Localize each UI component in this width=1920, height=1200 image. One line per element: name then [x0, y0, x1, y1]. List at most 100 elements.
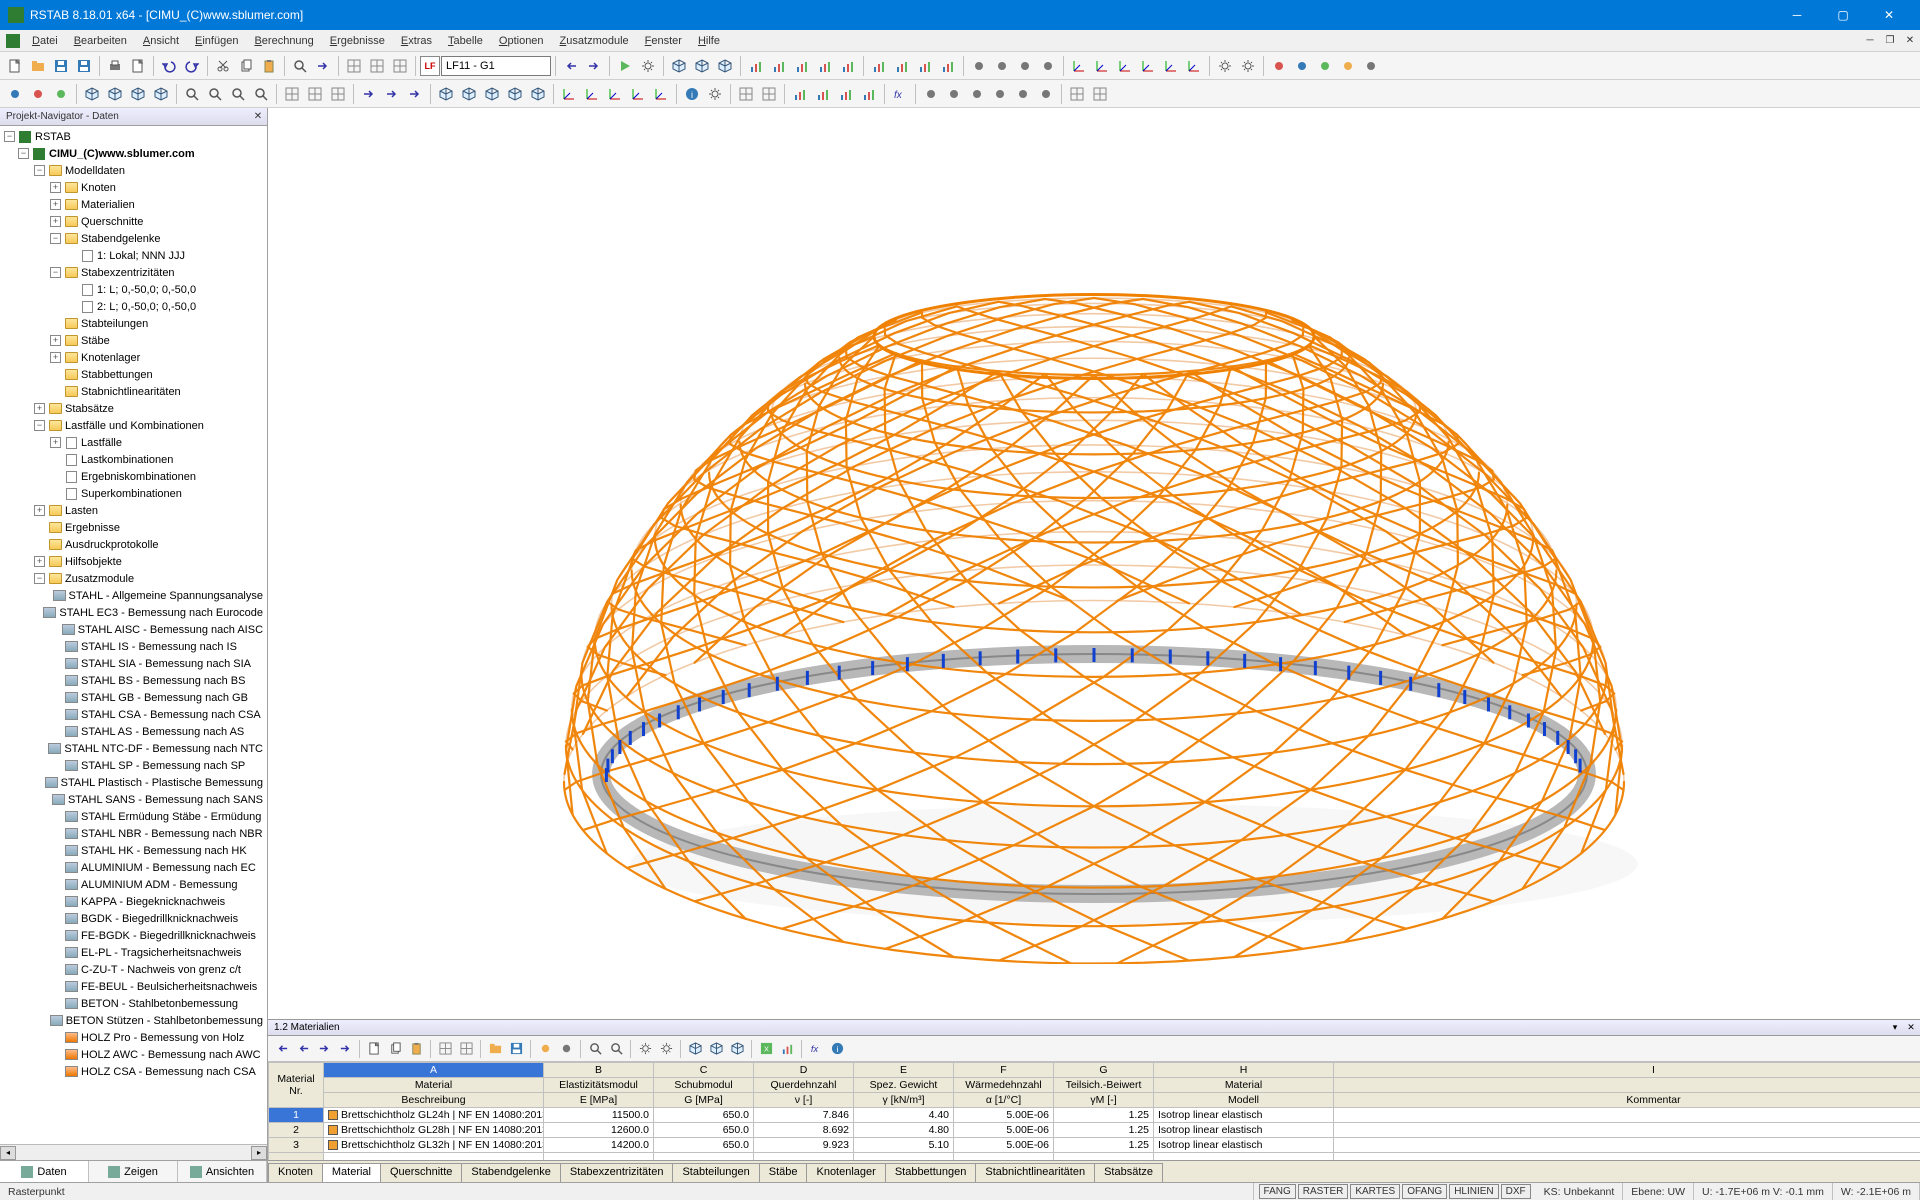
ucs-1-button[interactable]	[558, 83, 580, 105]
disp-3-button[interactable]	[835, 83, 857, 105]
tree-root[interactable]: − RSTAB	[0, 128, 267, 145]
diagram-2-button[interactable]	[891, 55, 913, 77]
menu-ansicht[interactable]: Ansicht	[135, 33, 187, 49]
tree-item[interactable]: ALUMINIUM - Bemessung nach EC	[0, 859, 267, 876]
menu-einfügen[interactable]: Einfügen	[187, 33, 246, 49]
sel-member-button[interactable]	[27, 83, 49, 105]
tree-item[interactable]: HOLZ Pro - Bemessung von Holz	[0, 1029, 267, 1046]
zoom-window-button[interactable]	[181, 83, 203, 105]
axis-3-button[interactable]	[1114, 55, 1136, 77]
table-view1-button[interactable]	[435, 1039, 455, 1059]
move-button[interactable]	[358, 83, 380, 105]
copy-button[interactable]	[235, 55, 257, 77]
tree-item[interactable]: +Stäbe	[0, 332, 267, 349]
status-toggle-kartes[interactable]: KARTES	[1350, 1184, 1400, 1199]
axis-5-button[interactable]	[1160, 55, 1182, 77]
insert-node-button[interactable]	[435, 83, 457, 105]
tree-project[interactable]: − CIMU_(C)www.sblumer.com	[0, 145, 267, 162]
results-4-button[interactable]	[814, 55, 836, 77]
table-tab-stabendgelenke[interactable]: Stabendgelenke	[461, 1163, 561, 1182]
menu-tabelle[interactable]: Tabelle	[440, 33, 491, 49]
tree-item[interactable]: STAHL AS - Bemessung nach AS	[0, 723, 267, 740]
guide-toggle-button[interactable]	[1089, 83, 1111, 105]
calc-params-button[interactable]	[637, 55, 659, 77]
tool-b-button[interactable]	[1291, 55, 1313, 77]
table-new-button[interactable]	[364, 1039, 384, 1059]
table-view2-button[interactable]	[456, 1039, 476, 1059]
insert-load-button[interactable]	[504, 83, 526, 105]
view-3d-button[interactable]	[691, 55, 713, 77]
table-copy-button[interactable]	[385, 1039, 405, 1059]
print-button[interactable]	[104, 55, 126, 77]
axis-4-button[interactable]	[1137, 55, 1159, 77]
prev-lc-button[interactable]	[560, 55, 582, 77]
table-tab-stabnichtlinearitäten[interactable]: Stabnichtlinearitäten	[975, 1163, 1095, 1182]
formula-button[interactable]: fx	[889, 83, 911, 105]
tree-item[interactable]: Stabnichtlinearitäten	[0, 383, 267, 400]
panel-dropdown-button[interactable]: ▾	[1888, 1020, 1902, 1034]
misc-2-button[interactable]	[943, 83, 965, 105]
nav-tab-zeigen[interactable]: Zeigen	[89, 1161, 178, 1182]
expand-toggle[interactable]: −	[34, 420, 45, 431]
table-next-button[interactable]	[314, 1039, 334, 1059]
expand-toggle[interactable]: +	[50, 216, 61, 227]
zoom-in-button[interactable]	[227, 83, 249, 105]
tool-d-button[interactable]	[1337, 55, 1359, 77]
menu-ergebnisse[interactable]: Ergebnisse	[322, 33, 393, 49]
table-row[interactable]: 2Brettschichtholz GL28h | NF EN 14080:20…	[269, 1123, 1920, 1138]
tool-a-button[interactable]	[1268, 55, 1290, 77]
table-last-button[interactable]	[335, 1039, 355, 1059]
redo-button[interactable]	[181, 55, 203, 77]
tree-item[interactable]: BETON Stützen - Stahlbetonbemessung	[0, 1012, 267, 1029]
tree-item[interactable]: Stabteilungen	[0, 315, 267, 332]
ucs-3-button[interactable]	[604, 83, 626, 105]
tree-item[interactable]: STAHL SP - Bemessung nach SP	[0, 757, 267, 774]
table-first-button[interactable]	[272, 1039, 292, 1059]
calculate-button[interactable]	[614, 55, 636, 77]
table-unmark-button[interactable]	[556, 1039, 576, 1059]
view-render-button[interactable]	[714, 55, 736, 77]
misc-5-button[interactable]	[1012, 83, 1034, 105]
snap-2-button[interactable]	[304, 83, 326, 105]
table-tab-material[interactable]: Material	[322, 1163, 381, 1182]
status-toggle-dxf[interactable]: DXF	[1501, 1184, 1531, 1199]
results-3-button[interactable]	[791, 55, 813, 77]
tree-item[interactable]: STAHL NBR - Bemessung nach NBR	[0, 825, 267, 842]
tree-item[interactable]: HOLZ AWC - Bemessung nach AWC	[0, 1046, 267, 1063]
tree-item[interactable]: Ausdruckprotokolle	[0, 536, 267, 553]
snap-3-button[interactable]	[327, 83, 349, 105]
insert-member-button[interactable]	[458, 83, 480, 105]
tree-item[interactable]: KAPPA - Biegeknicknachweis	[0, 893, 267, 910]
menu-bearbeiten[interactable]: Bearbeiten	[66, 33, 135, 49]
tree-item[interactable]: Superkombinationen	[0, 485, 267, 502]
menu-hilfe[interactable]: Hilfe	[690, 33, 728, 49]
table-tab-stabbettungen[interactable]: Stabbettungen	[885, 1163, 977, 1182]
table-3d3-button[interactable]	[727, 1039, 747, 1059]
window-single-button[interactable]	[389, 55, 411, 77]
table-tab-stäbe[interactable]: Stäbe	[759, 1163, 808, 1182]
nav-tab-ansichten[interactable]: Ansichten	[178, 1161, 267, 1182]
tree-item[interactable]: HOLZ CSA - Bemessung nach CSA	[0, 1063, 267, 1080]
navigator-hscroll[interactable]: ◂ ▸	[0, 1144, 267, 1160]
view-tool-4-button[interactable]	[150, 83, 172, 105]
filter-1-button[interactable]	[968, 55, 990, 77]
sel-support-button[interactable]	[50, 83, 72, 105]
tree-item[interactable]: +Materialien	[0, 196, 267, 213]
tree-item[interactable]: +Stabsätze	[0, 400, 267, 417]
tool-e-button[interactable]	[1360, 55, 1382, 77]
expand-toggle[interactable]: −	[50, 267, 61, 278]
tree-item[interactable]: STAHL BS - Bemessung nach BS	[0, 672, 267, 689]
print-preview-button[interactable]	[127, 55, 149, 77]
rotate-button[interactable]	[381, 83, 403, 105]
expand-toggle[interactable]: +	[50, 335, 61, 346]
tree-item[interactable]: −Lastfälle und Kombinationen	[0, 417, 267, 434]
view-tool-1-button[interactable]	[81, 83, 103, 105]
table-export-button[interactable]	[506, 1039, 526, 1059]
tree-item[interactable]: STAHL - Allgemeine Spannungsanalyse	[0, 587, 267, 604]
menu-fenster[interactable]: Fenster	[637, 33, 690, 49]
tree-item[interactable]: STAHL EC3 - Bemessung nach Eurocode	[0, 604, 267, 621]
navigator-close-button[interactable]: ✕	[251, 109, 265, 123]
options-1-button[interactable]	[1214, 55, 1236, 77]
filter-3-button[interactable]	[1014, 55, 1036, 77]
tree-item[interactable]: Ergebniskombinationen	[0, 468, 267, 485]
